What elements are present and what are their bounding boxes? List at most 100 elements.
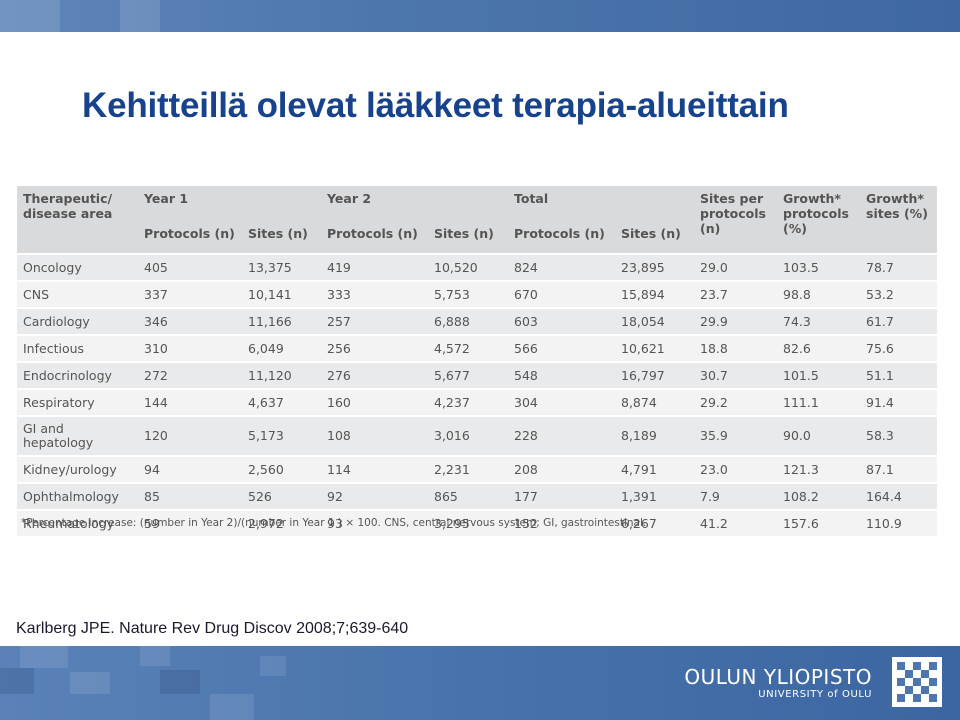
subheader-y2-protocols: Protocols (n) bbox=[321, 224, 428, 254]
cell-y1-protocols: 144 bbox=[138, 388, 242, 416]
university-logo-text: OULUN YLIOPISTO UNIVERSITY of OULU bbox=[684, 666, 872, 702]
cell-total-sites: 23,895 bbox=[615, 253, 694, 281]
cell-total-protocols: 208 bbox=[508, 455, 615, 483]
cell-sites-per-protocol: 23.7 bbox=[694, 280, 777, 308]
cell-y1-sites: 4,637 bbox=[242, 388, 321, 416]
cell-growth-sites: 75.6 bbox=[860, 334, 937, 362]
cell-total-protocols: 152 bbox=[508, 509, 615, 536]
cell-y2-protocols: 160 bbox=[321, 388, 428, 416]
cell-area: GI and hepatology bbox=[17, 415, 138, 456]
cell-growth-protocols: 90.0 bbox=[777, 415, 860, 456]
cell-growth-protocols: 82.6 bbox=[777, 334, 860, 362]
cell-y2-sites: 10,520 bbox=[428, 253, 508, 281]
cell-total-sites: 8,874 bbox=[615, 388, 694, 416]
cell-y2-protocols: 256 bbox=[321, 334, 428, 362]
cell-y2-sites: 4,237 bbox=[428, 388, 508, 416]
cell-total-protocols: 603 bbox=[508, 307, 615, 335]
table-row: Kidney/urology 94 2,560 114 2,231 208 4,791 23.… bbox=[17, 455, 937, 483]
cell-growth-sites: 58.3 bbox=[860, 415, 937, 456]
cell-y1-sites: 11,166 bbox=[242, 307, 321, 335]
header-year1: Year 1 bbox=[138, 186, 321, 224]
header-total: Total bbox=[508, 186, 694, 224]
cell-area: Respiratory bbox=[17, 388, 138, 416]
cell-total-protocols: 228 bbox=[508, 415, 615, 456]
subheader-y2-sites: Sites (n) bbox=[428, 224, 508, 254]
header-sites-per-protocol: Sites per protocols (n) bbox=[694, 186, 777, 254]
cell-area: Ophthalmology bbox=[17, 482, 138, 510]
cell-y1-protocols: 85 bbox=[138, 482, 242, 510]
cell-total-protocols: 670 bbox=[508, 280, 615, 308]
cell-y1-sites: 11,120 bbox=[242, 361, 321, 389]
citation: Karlberg JPE. Nature Rev Drug Discov 200… bbox=[16, 620, 409, 637]
university-emblem-icon bbox=[892, 657, 942, 707]
cell-area: Endocrinology bbox=[17, 361, 138, 389]
table-row: Endocrinology 272 11,120 276 5,677 548 16,797 3… bbox=[17, 361, 937, 389]
cell-total-sites: 10,621 bbox=[615, 334, 694, 362]
table-row: CNS 337 10,141 333 5,753 670 15,894 23.7 98.8 53.… bbox=[17, 280, 937, 308]
subheader-total-protocols: Protocols (n) bbox=[508, 224, 615, 254]
cell-y1-protocols: 120 bbox=[138, 415, 242, 456]
table-row: Ophthalmology 85 526 92 865 177 1,391 7.9 108.2 1… bbox=[17, 482, 937, 510]
cell-y1-protocols: 337 bbox=[138, 280, 242, 308]
cell-sites-per-protocol: 29.0 bbox=[694, 253, 777, 281]
table-row: Respiratory 144 4,637 160 4,237 304 8,874 29.2 1… bbox=[17, 388, 937, 416]
cell-growth-protocols: 121.3 bbox=[777, 455, 860, 483]
cell-growth-protocols: 74.3 bbox=[777, 307, 860, 335]
table-body: Oncology 405 13,375 419 10,520 824 23,895 29.0 1… bbox=[17, 253, 937, 536]
top-banner bbox=[0, 0, 960, 32]
cell-y2-protocols: 92 bbox=[321, 482, 428, 510]
cell-y1-sites: 526 bbox=[242, 482, 321, 510]
cell-area: CNS bbox=[17, 280, 138, 308]
cell-area: Kidney/urology bbox=[17, 455, 138, 483]
cell-y2-protocols: 108 bbox=[321, 415, 428, 456]
cell-y2-protocols: 276 bbox=[321, 361, 428, 389]
footer-banner: OULUN YLIOPISTO UNIVERSITY of OULU bbox=[0, 646, 960, 720]
cell-total-sites: 1,391 bbox=[615, 482, 694, 510]
cell-total-protocols: 566 bbox=[508, 334, 615, 362]
cell-y1-protocols: 346 bbox=[138, 307, 242, 335]
cell-area: Cardiology bbox=[17, 307, 138, 335]
cell-sites-per-protocol: 29.2 bbox=[694, 388, 777, 416]
cell-total-protocols: 548 bbox=[508, 361, 615, 389]
cell-y2-protocols: 114 bbox=[321, 455, 428, 483]
table-row: Cardiology 346 11,166 257 6,888 603 18,054 29.9… bbox=[17, 307, 937, 335]
cell-y1-sites: 2,560 bbox=[242, 455, 321, 483]
cell-y1-protocols: 405 bbox=[138, 253, 242, 281]
cell-growth-sites: 164.4 bbox=[860, 482, 937, 510]
cell-sites-per-protocol: 30.7 bbox=[694, 361, 777, 389]
cell-y1-protocols: 272 bbox=[138, 361, 242, 389]
cell-y1-protocols: 310 bbox=[138, 334, 242, 362]
cell-y1-sites: 13,375 bbox=[242, 253, 321, 281]
logo-sub-text: UNIVERSITY of OULU bbox=[758, 689, 872, 700]
subheader-y1-protocols: Protocols (n) bbox=[138, 224, 242, 254]
cell-growth-protocols: 157.6 bbox=[777, 509, 860, 536]
table-footnote: *Percentage increase: (number in Year 2)… bbox=[21, 517, 647, 529]
cell-y2-sites: 865 bbox=[428, 482, 508, 510]
table-row: Oncology 405 13,375 419 10,520 824 23,895 29.0 1… bbox=[17, 253, 937, 281]
cell-growth-sites: 51.1 bbox=[860, 361, 937, 389]
cell-y2-protocols: 419 bbox=[321, 253, 428, 281]
cell-y2-sites: 5,753 bbox=[428, 280, 508, 308]
cell-sites-per-protocol: 7.9 bbox=[694, 482, 777, 510]
header-year2: Year 2 bbox=[321, 186, 508, 224]
cell-growth-sites: 110.9 bbox=[860, 509, 937, 536]
table-row: Infectious 310 6,049 256 4,572 566 10,621 18.8 8… bbox=[17, 334, 937, 362]
cell-y1-protocols: 59 bbox=[138, 509, 242, 536]
cell-sites-per-protocol: 35.9 bbox=[694, 415, 777, 456]
cell-y1-sites: 5,173 bbox=[242, 415, 321, 456]
cell-y2-protocols: 93 bbox=[321, 509, 428, 536]
cell-growth-protocols: 103.5 bbox=[777, 253, 860, 281]
table-row: GI and hepatology 120 5,173 108 3,016 228 8,189… bbox=[17, 415, 937, 456]
slide-title: Kehitteillä olevat lääkkeet terapia-alue… bbox=[82, 86, 789, 125]
cell-total-sites: 4,791 bbox=[615, 455, 694, 483]
cell-y1-sites: 6,049 bbox=[242, 334, 321, 362]
cell-total-sites: 6,267 bbox=[615, 509, 694, 536]
cell-y2-sites: 2,231 bbox=[428, 455, 508, 483]
cell-total-sites: 16,797 bbox=[615, 361, 694, 389]
drug-pipeline-table: Therapeutic/ disease area Year 1 Year 2 … bbox=[17, 186, 937, 536]
cell-total-sites: 8,189 bbox=[615, 415, 694, 456]
cell-y2-protocols: 333 bbox=[321, 280, 428, 308]
cell-growth-sites: 53.2 bbox=[860, 280, 937, 308]
header-area: Therapeutic/ disease area bbox=[17, 186, 138, 224]
cell-total-protocols: 824 bbox=[508, 253, 615, 281]
